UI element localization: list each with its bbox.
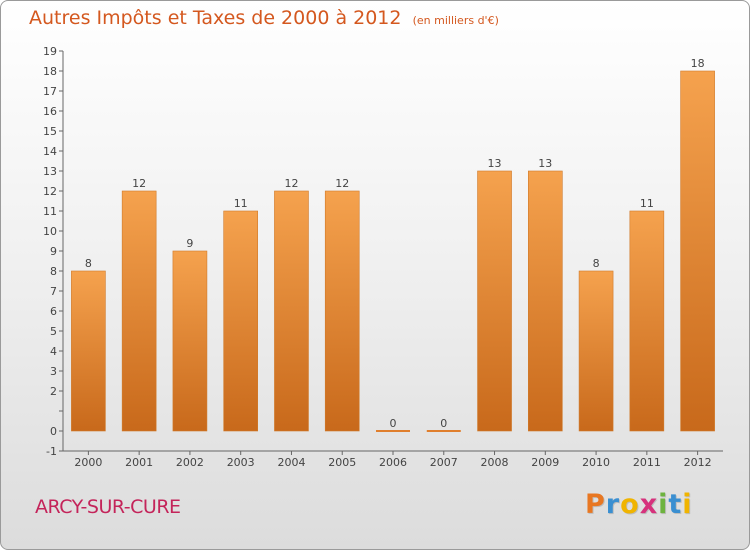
bar-2002 — [172, 250, 208, 432]
x-tick-label: 2010 — [582, 456, 610, 469]
y-tick-label: 2 — [50, 385, 57, 398]
bar-2004 — [274, 190, 309, 432]
chart-title-row: Autres Impôts et Taxes de 2000 à 2012 (e… — [29, 7, 499, 29]
bar-value-label: 12 — [132, 177, 146, 190]
logo-letter: P — [585, 489, 606, 520]
y-tick-label: 4 — [50, 345, 57, 358]
bar-2011 — [629, 210, 665, 432]
bar-2008 — [477, 170, 512, 432]
y-tick-label: 18 — [43, 65, 57, 78]
x-tick-label: 2003 — [227, 456, 255, 469]
y-tick-label: 10 — [43, 225, 57, 238]
y-tick-label: 5 — [50, 325, 57, 338]
y-tick-label: 19 — [43, 45, 57, 58]
x-tick-label: 2004 — [277, 456, 305, 469]
x-tick-label: 2001 — [125, 456, 153, 469]
x-tick-label: 2008 — [481, 456, 509, 469]
y-tick-label: 16 — [43, 105, 57, 118]
x-tick-label: 2007 — [430, 456, 458, 469]
bar-value-label: 8 — [85, 257, 92, 270]
bar-2000 — [71, 270, 106, 432]
bar-value-label: 12 — [284, 177, 298, 190]
bar-2003 — [223, 210, 258, 432]
y-tick-label: 0 — [50, 425, 57, 438]
bar-value-label: 18 — [691, 57, 705, 70]
y-tick-label: 14 — [43, 145, 57, 158]
y-tick-label: 9 — [50, 245, 57, 258]
bar-value-label: 13 — [488, 157, 502, 170]
bar-2010 — [578, 270, 614, 432]
logo-letter: x — [639, 489, 659, 520]
y-tick-label: 6 — [50, 305, 57, 318]
y-tick-label: 11 — [43, 205, 57, 218]
bar-value-label: 12 — [335, 177, 349, 190]
location-label: ARCY-SUR-CURE — [35, 496, 181, 518]
bar-value-label: 11 — [640, 197, 654, 210]
bar-value-label: 0 — [390, 417, 397, 430]
y-tick-label: 3 — [50, 365, 57, 378]
bar-2001 — [121, 190, 157, 432]
chart-title: Autres Impôts et Taxes de 2000 à 2012 — [29, 7, 402, 29]
logo-letter: t — [668, 489, 683, 520]
x-tick-label: 2011 — [633, 456, 661, 469]
bar-value-label: 0 — [440, 417, 447, 430]
bar-value-label: 13 — [538, 157, 552, 170]
x-tick-label: 2000 — [74, 456, 102, 469]
y-tick-label: 13 — [43, 165, 57, 178]
chart-subtitle: (en milliers d'€) — [412, 14, 499, 27]
logo-letter: i — [658, 489, 669, 520]
y-tick-label: -1 — [46, 445, 57, 458]
bar-value-label: 9 — [186, 237, 193, 250]
bar-2009 — [528, 170, 563, 432]
proxiti-logo: Proxiti — [585, 489, 693, 520]
x-tick-label: 2005 — [328, 456, 356, 469]
y-tick-label: 12 — [43, 185, 57, 198]
x-tick-label: 2012 — [684, 456, 712, 469]
y-tick-label: 17 — [43, 85, 57, 98]
bar-2012 — [680, 70, 715, 432]
y-tick-label: 7 — [50, 285, 57, 298]
logo-letter: r — [605, 489, 621, 520]
bar-value-label: 11 — [234, 197, 248, 210]
bar-value-label: 8 — [593, 257, 600, 270]
x-tick-label: 2009 — [531, 456, 559, 469]
y-tick-label: 15 — [43, 125, 57, 138]
bar-2005 — [324, 190, 360, 432]
x-tick-label: 2006 — [379, 456, 407, 469]
x-tick-label: 2002 — [176, 456, 204, 469]
y-tick-label: 8 — [50, 265, 57, 278]
logo-letter: i — [682, 489, 693, 520]
logo-letter: o — [620, 489, 640, 520]
